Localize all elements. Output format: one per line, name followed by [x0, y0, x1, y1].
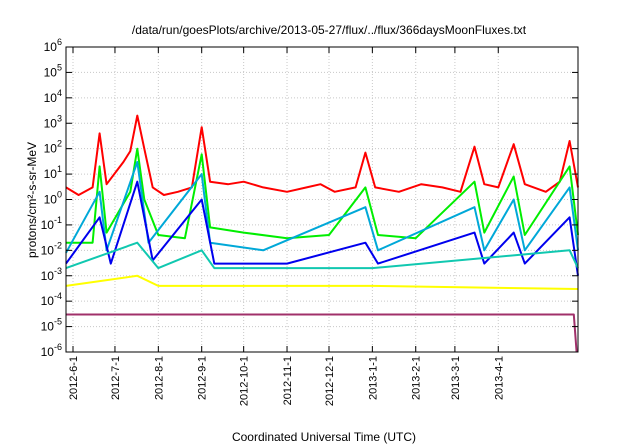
- y-tick-label: 106: [44, 37, 62, 54]
- x-tick-label: 2013-3-1: [450, 356, 462, 400]
- series-line-7: [66, 313, 578, 353]
- y-tick-label: 100: [44, 190, 62, 207]
- x-tick-label: 2012-10-1: [239, 356, 251, 406]
- y-tick-label: 10-3: [41, 266, 62, 283]
- x-tick-label: 2012-9-1: [197, 356, 209, 400]
- y-tick-label: 10-4: [41, 291, 62, 308]
- x-tick-label: 2012-7-1: [110, 356, 122, 400]
- y-tick-label: 105: [44, 62, 62, 79]
- series-line-4: [65, 180, 579, 276]
- y-axis: 10-6 10-5 10-4 10-3 10-2 10-1 100 101 102 103 104 1…: [41, 37, 578, 359]
- x-tick-label: 2012-12-1: [324, 356, 336, 406]
- x-tick-label: 2012-11-1: [282, 356, 294, 405]
- series-layer: [65, 114, 579, 353]
- y-tick-label: 101: [44, 164, 62, 181]
- x-axis: 2012-6-1 2012-7-1 2012-8-1 2012-9-1 2012-10-…: [68, 47, 505, 406]
- x-axis-label: Coordinated Universal Time (UTC): [232, 430, 416, 444]
- y-tick-label: 104: [44, 88, 62, 105]
- y-tick-label: 102: [44, 139, 62, 156]
- grid: [66, 47, 578, 352]
- y-tick-label: 103: [44, 113, 62, 130]
- series-line-6: [65, 274, 579, 290]
- series-line-3: [65, 161, 579, 254]
- chart-title: /data/run/goesPlots/archive/2013-05-27/f…: [132, 23, 527, 37]
- x-tick-label: 2012-8-1: [153, 356, 165, 400]
- y-tick-label: 10-6: [41, 342, 62, 359]
- x-tick-label: 2013-2-1: [411, 356, 423, 400]
- x-tick-label: 2012-6-1: [68, 356, 80, 400]
- x-tick-label: 2013-1-1: [367, 356, 379, 400]
- x-tick-label: 2013-4-1: [493, 356, 505, 400]
- y-tick-label: 10-2: [41, 240, 62, 257]
- series-line-5: [65, 241, 579, 270]
- y-axis-label: protons/cm²-s-sr-MeV: [25, 142, 39, 258]
- series-line-1: [65, 114, 579, 196]
- y-tick-label: 10-1: [41, 215, 62, 232]
- y-tick-label: 10-5: [41, 317, 62, 334]
